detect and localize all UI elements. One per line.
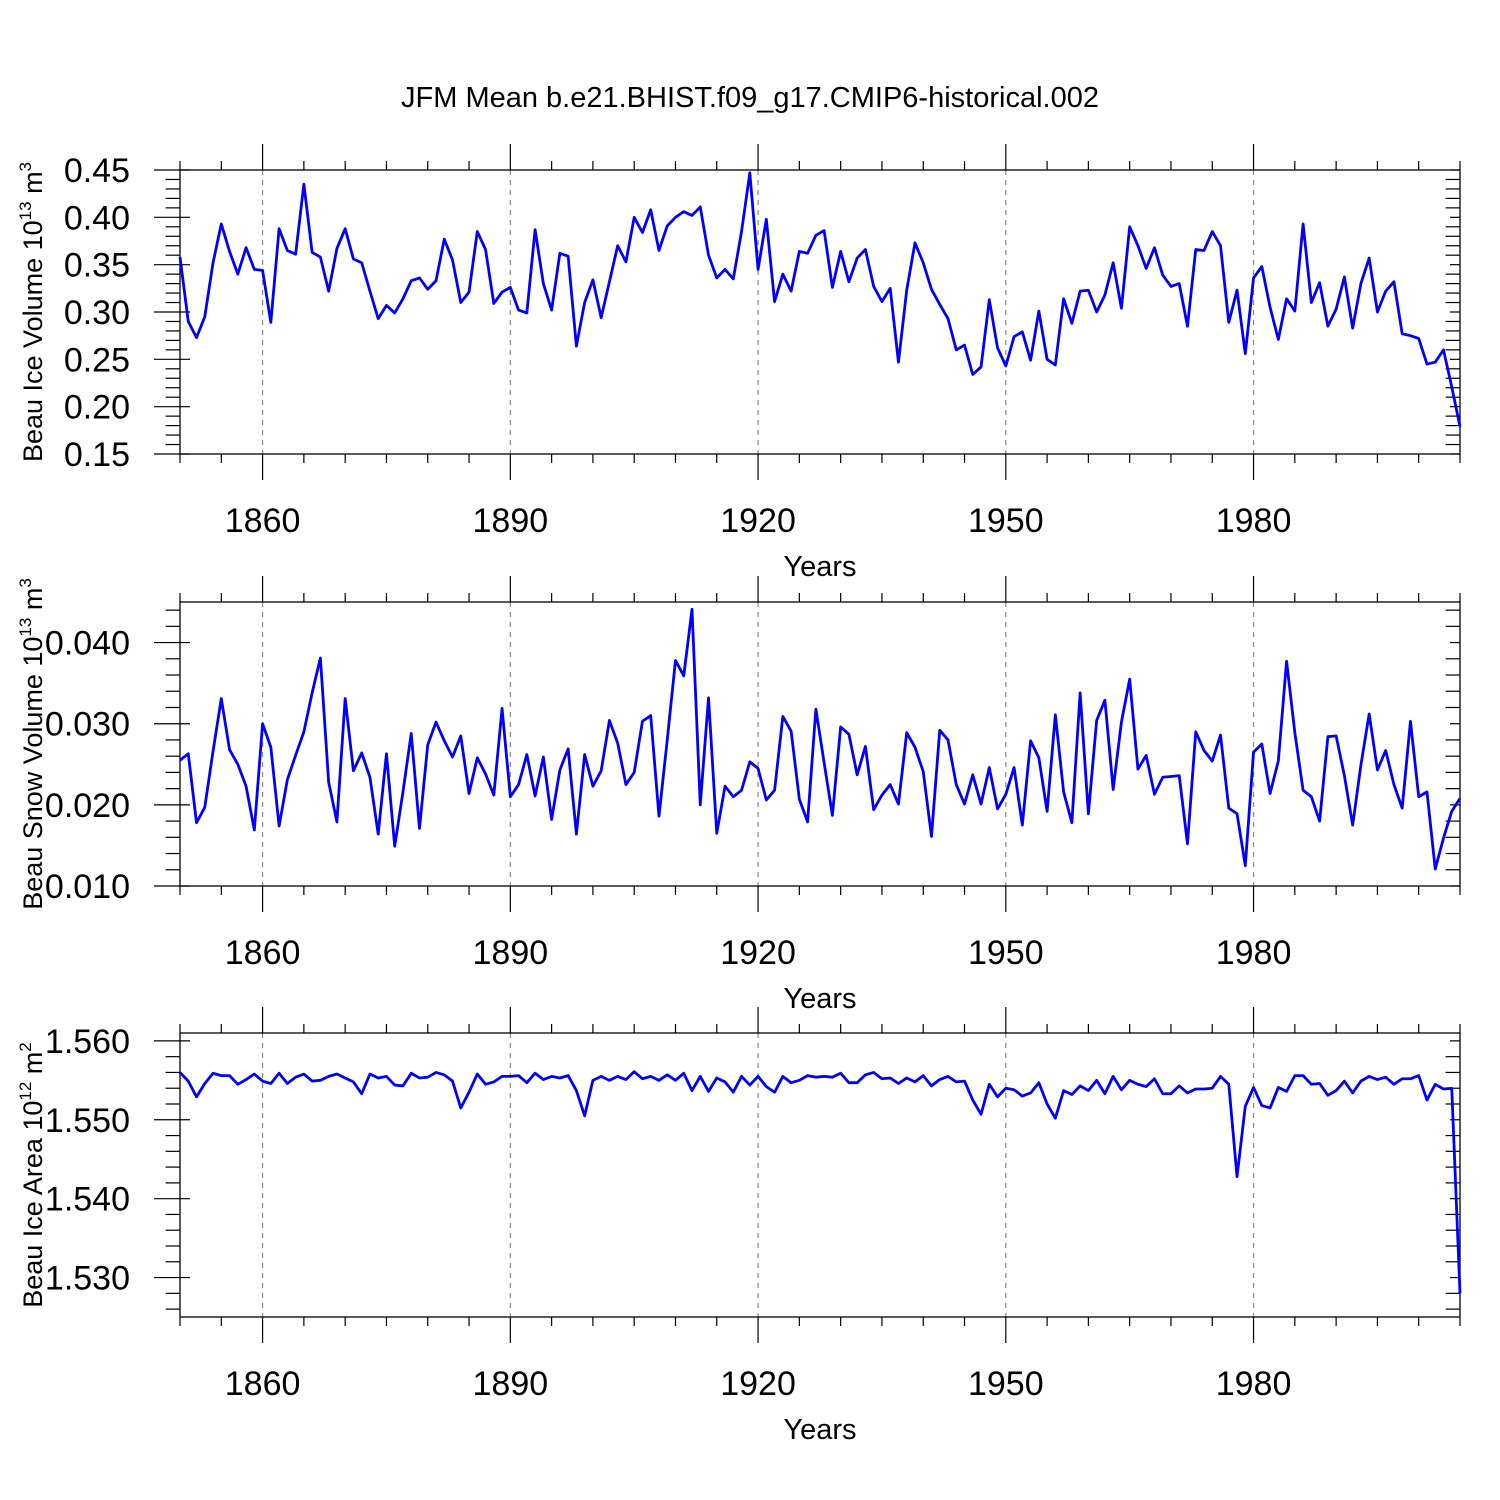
x-axis-label: Years [783, 1414, 856, 1446]
x-tick-label: 1920 [720, 934, 796, 972]
panel-snow-volume: 1860 1890 1920 1950 1980 Years 0.010 0.020 0.030… [16, 576, 1462, 1015]
y-label-exponent: 12 [16, 1082, 35, 1101]
x-tick-label: 1980 [1216, 502, 1292, 540]
y-tick-label: 0.35 [64, 247, 130, 285]
y-tick-label: 0.45 [64, 152, 130, 190]
y-label-unit-exponent: 3 [16, 162, 35, 171]
x-tick-label: 1890 [473, 502, 549, 540]
x-tick-label: 1980 [1216, 1365, 1292, 1403]
y-label-text: Beau Ice Area 10 [18, 1101, 48, 1308]
panel-ice-volume: 1860 1890 1920 1950 1980 Years 0.15 0.20 0.25 0.3… [16, 144, 1462, 583]
y-ticks [154, 1040, 1460, 1310]
y-label-unit: m [18, 171, 48, 201]
x-ticks [179, 1007, 1461, 1343]
y-tick-label: 1.540 [45, 1181, 130, 1219]
y-tick-label: 0.25 [64, 341, 130, 379]
y-ticks [154, 169, 1460, 455]
y-tick-label: 1.550 [45, 1102, 130, 1140]
x-tick-label: 1950 [968, 502, 1044, 540]
y-label-text: Beau Ice Volume 10 [18, 220, 48, 462]
x-tick-label: 1950 [968, 1365, 1044, 1403]
y-label-exponent: 13 [16, 618, 35, 637]
x-tick-label: 1860 [225, 502, 301, 540]
x-tick-label: 1860 [225, 1365, 301, 1403]
x-tick-label: 1890 [473, 934, 549, 972]
y-axis-label: Beau Snow Volume 1013 m3 [16, 578, 48, 910]
x-tick-label: 1890 [473, 1365, 549, 1403]
x-tick-label: 1860 [225, 934, 301, 972]
y-tick-label: 1.530 [45, 1260, 130, 1298]
x-tick-label: 1920 [720, 502, 796, 540]
y-tick-label: 0.30 [64, 294, 130, 332]
x-tick-label: 1920 [720, 1365, 796, 1403]
y-tick-label: 0.020 [45, 787, 130, 825]
y-ticks [154, 609, 1460, 887]
x-tick-label: 1980 [1216, 934, 1292, 972]
plot-frame [179, 601, 1461, 887]
plot-frame [179, 1032, 1461, 1318]
y-label-text: Beau Snow Volume 10 [18, 637, 48, 910]
x-axis-label: Years [783, 983, 856, 1015]
series-line-ice-volume [178, 171, 1462, 427]
y-label-unit: m [18, 1052, 48, 1082]
y-label-unit: m [18, 588, 48, 618]
y-tick-label: 0.010 [45, 868, 130, 906]
y-label-unit-exponent: 3 [16, 578, 35, 587]
y-tick-label: 0.15 [64, 436, 130, 474]
y-label-unit-exponent: 2 [16, 1042, 35, 1051]
y-tick-label: 0.20 [64, 389, 130, 427]
series-line-snow-volume [179, 607, 1462, 871]
x-tick-label: 1950 [968, 934, 1044, 972]
x-axis-label: Years [783, 551, 856, 583]
x-ticks [179, 576, 1461, 912]
y-axis-label: Beau Ice Area 1012 m2 [16, 1042, 48, 1308]
y-tick-label: 1.560 [45, 1023, 130, 1061]
panel-ice-area: 1860 1890 1920 1950 1980 Years 1.530 1.540 1.550… [16, 1007, 1462, 1446]
y-tick-label: 0.030 [45, 706, 130, 744]
plot-frame [179, 169, 1461, 455]
y-tick-label: 0.40 [64, 199, 130, 237]
y-tick-label: 0.040 [45, 625, 130, 663]
y-label-exponent: 13 [16, 201, 35, 220]
chart-title: JFM Mean b.e21.BHIST.f09_g17.CMIP6-histo… [401, 82, 1099, 114]
y-axis-label: Beau Ice Volume 1013 m3 [16, 162, 48, 462]
x-ticks [179, 144, 1461, 480]
series-line-ice-area [178, 1070, 1462, 1294]
